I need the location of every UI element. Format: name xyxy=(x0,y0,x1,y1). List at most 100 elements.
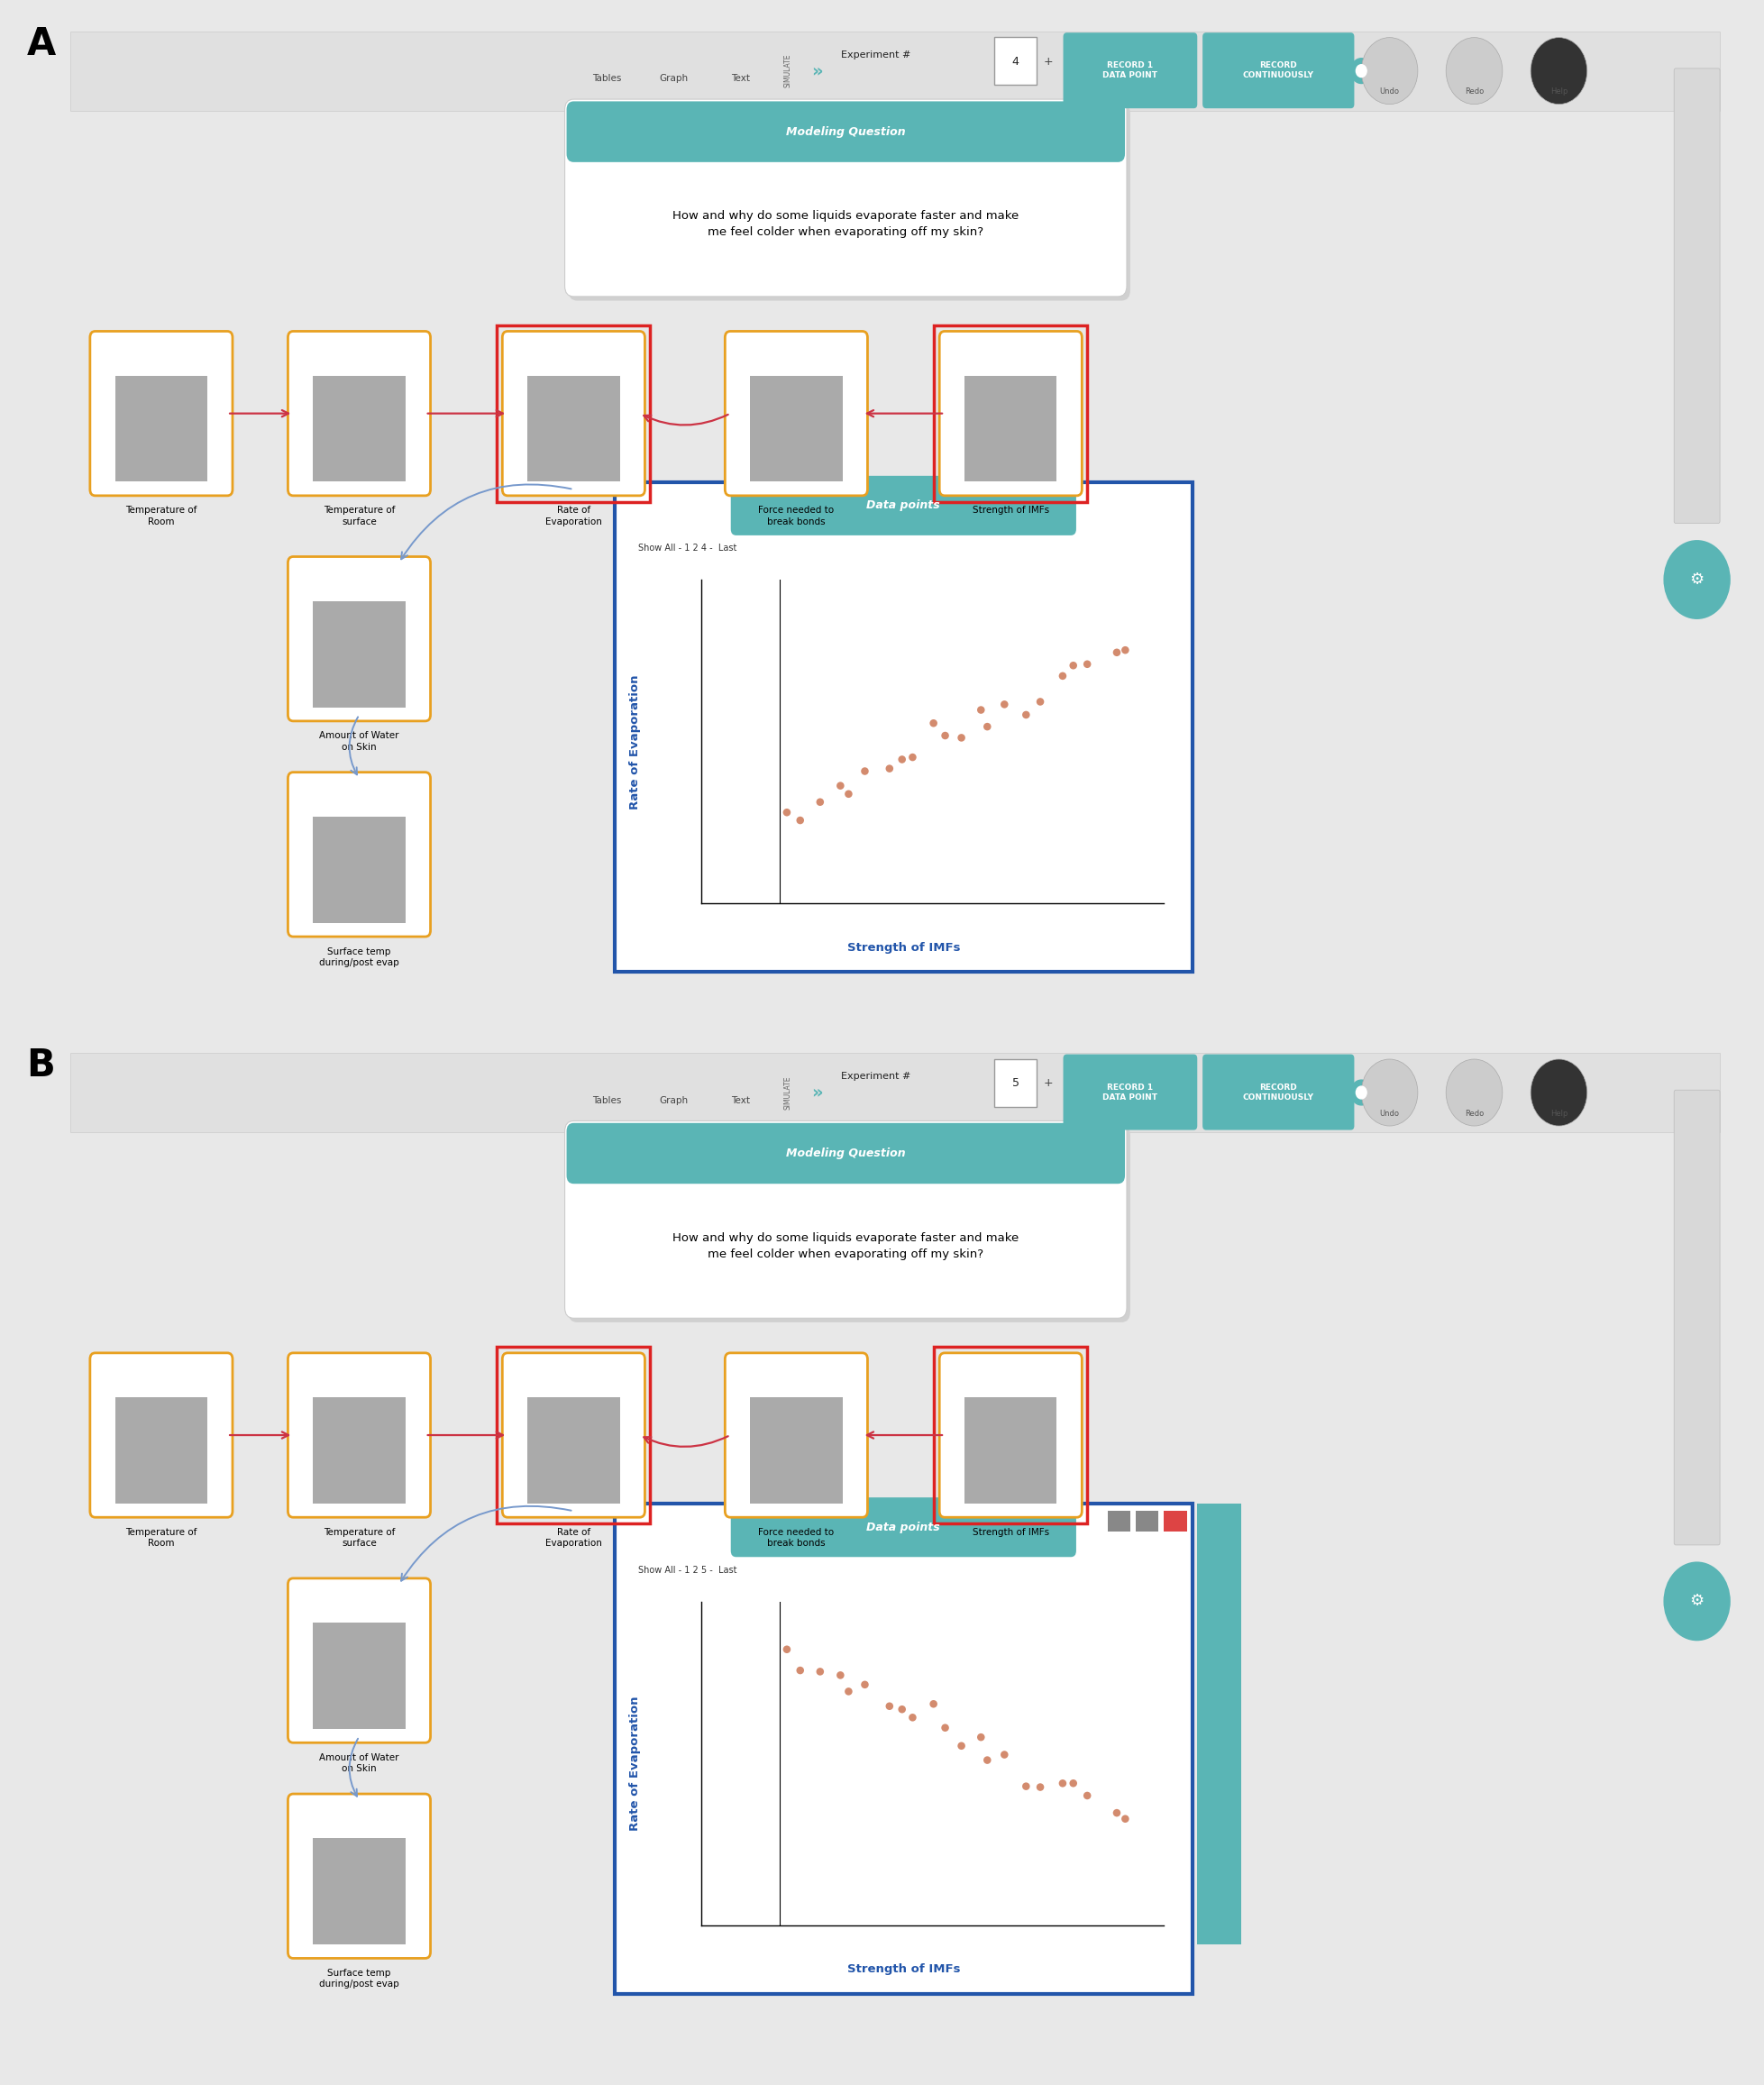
Text: Temperature of
Room: Temperature of Room xyxy=(125,1528,198,1547)
Text: Show All - 1 2 4 -  Last: Show All - 1 2 4 - Last xyxy=(639,544,737,553)
Text: SIMULATE: SIMULATE xyxy=(783,54,792,88)
Text: Text: Text xyxy=(732,75,750,83)
Point xyxy=(1073,1779,1101,1812)
Point xyxy=(875,1689,903,1722)
Point xyxy=(1013,698,1041,732)
Point xyxy=(1102,636,1131,669)
Text: ⚙: ⚙ xyxy=(1690,571,1704,588)
Text: Strength of IMFs: Strength of IMFs xyxy=(847,1964,960,1974)
Point xyxy=(967,1720,995,1753)
Point xyxy=(1058,648,1087,682)
Text: A: A xyxy=(26,25,55,63)
Point xyxy=(919,707,947,740)
Point xyxy=(850,1668,878,1701)
Point xyxy=(947,721,975,755)
Point xyxy=(1013,1770,1041,1804)
Text: Help: Help xyxy=(1551,88,1568,96)
Point xyxy=(826,769,854,803)
Text: How and why do some liquids evaporate faster and make
me feel colder when evapor: How and why do some liquids evaporate fa… xyxy=(672,211,1020,238)
Point xyxy=(787,1653,815,1687)
Point xyxy=(898,1701,926,1735)
Text: Undo: Undo xyxy=(1379,1109,1399,1118)
Text: Data points: Data points xyxy=(866,500,940,511)
Text: SIMULATE: SIMULATE xyxy=(783,1076,792,1109)
Point xyxy=(1111,1801,1140,1835)
Point xyxy=(931,719,960,753)
Point xyxy=(834,778,863,811)
Text: How and why do some liquids evaporate faster and make
me feel colder when evapor: How and why do some liquids evaporate fa… xyxy=(672,1232,1020,1259)
Text: Surface temp
during/post evap: Surface temp during/post evap xyxy=(319,1968,399,1989)
Point xyxy=(887,742,916,776)
Text: Modeling Question: Modeling Question xyxy=(787,1147,905,1159)
Point xyxy=(947,1728,975,1762)
Text: Data points: Data points xyxy=(866,1522,940,1532)
Text: RECORD
CONTINUOUSLY: RECORD CONTINUOUSLY xyxy=(1244,1082,1314,1101)
Point xyxy=(826,1658,854,1691)
Text: Undo: Undo xyxy=(1379,88,1399,96)
Point xyxy=(773,796,801,830)
Text: Surface temp
during/post evap: Surface temp during/post evap xyxy=(319,947,399,967)
Text: Help: Help xyxy=(1551,1109,1568,1118)
Text: B: B xyxy=(26,1047,55,1084)
Text: Experiment #: Experiment # xyxy=(841,50,910,60)
Text: Modeling Question: Modeling Question xyxy=(787,125,905,138)
Point xyxy=(806,786,834,819)
Point xyxy=(967,692,995,726)
Text: Graph: Graph xyxy=(660,1097,688,1105)
Point xyxy=(898,740,926,774)
Text: Temperature of
surface: Temperature of surface xyxy=(323,1528,395,1547)
Text: Rate of Evaporation: Rate of Evaporation xyxy=(630,673,640,809)
Text: Tables: Tables xyxy=(593,75,621,83)
Point xyxy=(1102,1795,1131,1829)
Point xyxy=(773,1633,801,1666)
Text: Text: Text xyxy=(732,1097,750,1105)
Text: Show All - 1 2 5 -  Last: Show All - 1 2 5 - Last xyxy=(639,1566,737,1574)
Text: »: » xyxy=(811,1084,822,1101)
Text: +: + xyxy=(1044,1078,1053,1088)
Point xyxy=(1111,634,1140,667)
Text: Temperature of
surface: Temperature of surface xyxy=(323,507,395,525)
Point xyxy=(1027,1770,1055,1804)
Text: RECORD
CONTINUOUSLY: RECORD CONTINUOUSLY xyxy=(1244,60,1314,79)
Text: Redo: Redo xyxy=(1464,88,1484,96)
Text: 4: 4 xyxy=(1013,56,1020,67)
Point xyxy=(875,753,903,786)
Point xyxy=(919,1687,947,1720)
Point xyxy=(1027,686,1055,719)
Point xyxy=(806,1655,834,1689)
Text: Strength of IMFs: Strength of IMFs xyxy=(972,1528,1050,1537)
Text: Strength of IMFs: Strength of IMFs xyxy=(972,507,1050,515)
Text: Tables: Tables xyxy=(593,1097,621,1105)
Point xyxy=(1048,1766,1076,1799)
Text: Amount of Water
on Skin: Amount of Water on Skin xyxy=(319,1753,399,1774)
Text: Strength of IMFs: Strength of IMFs xyxy=(847,942,960,953)
Point xyxy=(834,1674,863,1708)
Point xyxy=(1058,1766,1087,1799)
Text: Temperature of
Room: Temperature of Room xyxy=(125,507,198,525)
Text: Experiment #: Experiment # xyxy=(841,1072,910,1082)
Point xyxy=(1073,648,1101,682)
Text: Rate of
Evaporation: Rate of Evaporation xyxy=(545,1528,602,1547)
Point xyxy=(990,1739,1018,1772)
Text: Amount of Water
on Skin: Amount of Water on Skin xyxy=(319,732,399,753)
Text: ⚙: ⚙ xyxy=(1690,1593,1704,1610)
Point xyxy=(931,1712,960,1745)
Text: Rate of
Evaporation: Rate of Evaporation xyxy=(545,507,602,525)
Text: Rate of Evaporation: Rate of Evaporation xyxy=(630,1695,640,1831)
Point xyxy=(1048,659,1076,692)
Text: Redo: Redo xyxy=(1464,1109,1484,1118)
Point xyxy=(974,711,1002,744)
Text: »: » xyxy=(811,63,822,79)
Text: RECORD 1
DATA POINT: RECORD 1 DATA POINT xyxy=(1102,60,1157,79)
Text: +: + xyxy=(1044,56,1053,67)
Point xyxy=(974,1743,1002,1776)
Text: Force needed to
break bonds: Force needed to break bonds xyxy=(759,507,834,525)
Point xyxy=(850,755,878,788)
Text: RECORD 1
DATA POINT: RECORD 1 DATA POINT xyxy=(1102,1082,1157,1101)
Point xyxy=(787,803,815,836)
Text: Force needed to
break bonds: Force needed to break bonds xyxy=(759,1528,834,1547)
Point xyxy=(887,1693,916,1726)
Text: 5: 5 xyxy=(1013,1078,1020,1088)
Text: Graph: Graph xyxy=(660,75,688,83)
Point xyxy=(990,688,1018,721)
